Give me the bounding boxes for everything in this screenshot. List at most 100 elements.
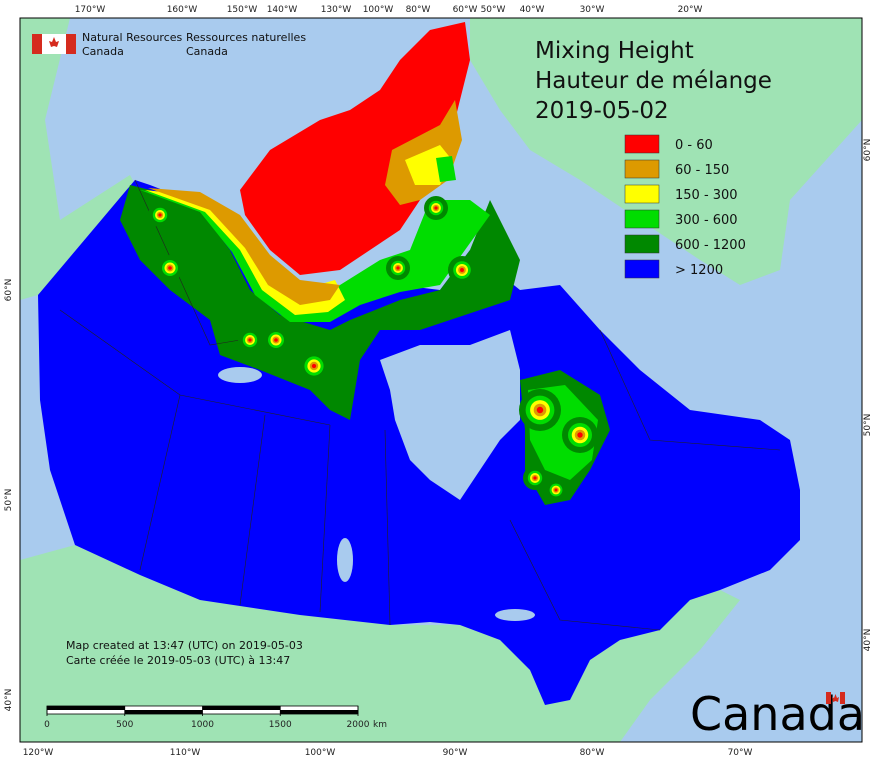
border	[239, 414, 266, 606]
graticule-label: 50°N	[863, 414, 873, 437]
legend-label: 150 - 300	[675, 188, 738, 203]
nrcan-signature: Natural Resources Canada Ressources natu…	[32, 31, 306, 58]
border	[134, 179, 241, 346]
lake	[218, 367, 262, 383]
graticule-label: 50°W	[481, 5, 506, 15]
hotspot-ring	[577, 432, 583, 438]
graticule-label: 60°N	[4, 279, 14, 302]
graticule-label: 130°W	[321, 5, 352, 15]
graticule-label: 120°W	[23, 748, 54, 758]
zone-area	[148, 188, 340, 305]
legend-label: > 1200	[675, 263, 723, 278]
scale-unit: km	[373, 720, 387, 730]
scale-segment	[202, 706, 281, 710]
hotspot-ring	[554, 488, 558, 492]
scale-segment	[47, 706, 125, 710]
zone-area	[145, 190, 345, 315]
map-title: Hauteur de mélange	[535, 68, 772, 94]
scale-segment	[280, 710, 358, 714]
zone-area	[436, 156, 456, 182]
graticule-label: 40°N	[863, 629, 873, 652]
graticule-label: 50°N	[4, 489, 14, 512]
graticule-labels: 170°W 160°W 150°W 140°W 130°W 100°W 80°W 60°W 50…	[4, 5, 873, 758]
lake	[337, 538, 353, 582]
scale-label: 1000	[191, 720, 214, 730]
maple-leaf	[832, 694, 839, 702]
legend-label: 300 - 600	[675, 213, 738, 228]
border	[384, 429, 391, 626]
graticule-label: 40°N	[4, 689, 14, 712]
graticule-label: 160°W	[167, 5, 198, 15]
legend-swatch	[624, 209, 660, 229]
graticule-label: 90°W	[443, 748, 468, 758]
maple-leaf	[49, 37, 59, 47]
canada-wordmark: Canada	[690, 687, 865, 741]
legend: 0 - 60 60 - 150 150 - 300 300 - 600 600 - 12…	[624, 134, 746, 279]
legend-swatch	[624, 234, 660, 254]
hotspot-ring	[274, 338, 278, 342]
map-body	[20, 18, 862, 742]
map-date: 2019-05-02	[535, 98, 669, 124]
hudson-bay	[380, 330, 520, 500]
credit: Map created at 13:47 (UTC) on 2019-05-03	[66, 639, 303, 652]
graticule-label: 20°W	[678, 5, 703, 15]
graticule-label: 140°W	[267, 5, 298, 15]
flag-bar	[32, 34, 42, 54]
alaska	[20, 18, 138, 300]
graticule-label: 70°W	[728, 748, 753, 758]
hotspot-ring	[248, 338, 252, 342]
scale-label: 1500	[269, 720, 292, 730]
legend-label: 60 - 150	[675, 163, 729, 178]
map-title: Mixing Height	[535, 38, 694, 64]
greenland	[470, 18, 862, 285]
hotspot-ring	[158, 213, 162, 217]
scale-segment	[124, 710, 203, 714]
hotspots	[148, 196, 598, 501]
flag-bar	[826, 692, 831, 704]
graticule-label: 110°W	[170, 748, 201, 758]
graticule-label: 60°W	[453, 5, 478, 15]
border	[139, 394, 181, 571]
scale-label: 2000	[347, 720, 370, 730]
scale-label: 500	[116, 720, 133, 730]
graticule-label: 170°W	[75, 5, 106, 15]
legend-swatch	[624, 259, 660, 279]
legend-label: 600 - 1200	[675, 238, 746, 253]
hotspot-ring	[460, 268, 464, 272]
graticule-label: 80°W	[406, 5, 431, 15]
zone-area	[120, 185, 520, 420]
agency-en: Canada	[82, 45, 124, 58]
lake	[495, 609, 535, 621]
hotspot-ring	[536, 406, 544, 414]
agency-fr: Ressources naturelles	[186, 31, 306, 44]
graticule-label: 150°W	[227, 5, 258, 15]
flag-bar	[840, 692, 845, 704]
graticule-label: 30°W	[580, 5, 605, 15]
graticule-label: 100°W	[363, 5, 394, 15]
agency-fr: Canada	[186, 45, 228, 58]
agency-en: Natural Resources	[82, 31, 183, 44]
wordmark: Canada	[690, 687, 865, 741]
legend-label: 0 - 60	[675, 138, 713, 153]
zone-area	[240, 22, 470, 275]
flag-bar	[66, 34, 76, 54]
border	[319, 424, 331, 613]
border	[599, 329, 781, 451]
scale-bar: 0 500 1000 1500 2000 km	[44, 705, 387, 730]
legend-swatch	[624, 184, 660, 204]
hotspot-ring	[168, 266, 172, 270]
graticule-label: 60°N	[863, 139, 873, 162]
graticule-label: 100°W	[305, 748, 336, 758]
credit: Carte créée le 2019-05-03 (UTC) à 13:47	[66, 654, 290, 667]
hotspot-ring	[311, 363, 317, 369]
hotspot-ring	[396, 266, 400, 270]
border	[509, 519, 661, 631]
graticule-label: 80°W	[580, 748, 605, 758]
legend-swatch	[624, 134, 660, 154]
united-states	[20, 545, 740, 742]
hotspot-ring	[533, 476, 537, 480]
scale-label: 0	[44, 720, 50, 730]
hotspot-ring	[434, 206, 438, 210]
graticule-label: 40°W	[520, 5, 545, 15]
